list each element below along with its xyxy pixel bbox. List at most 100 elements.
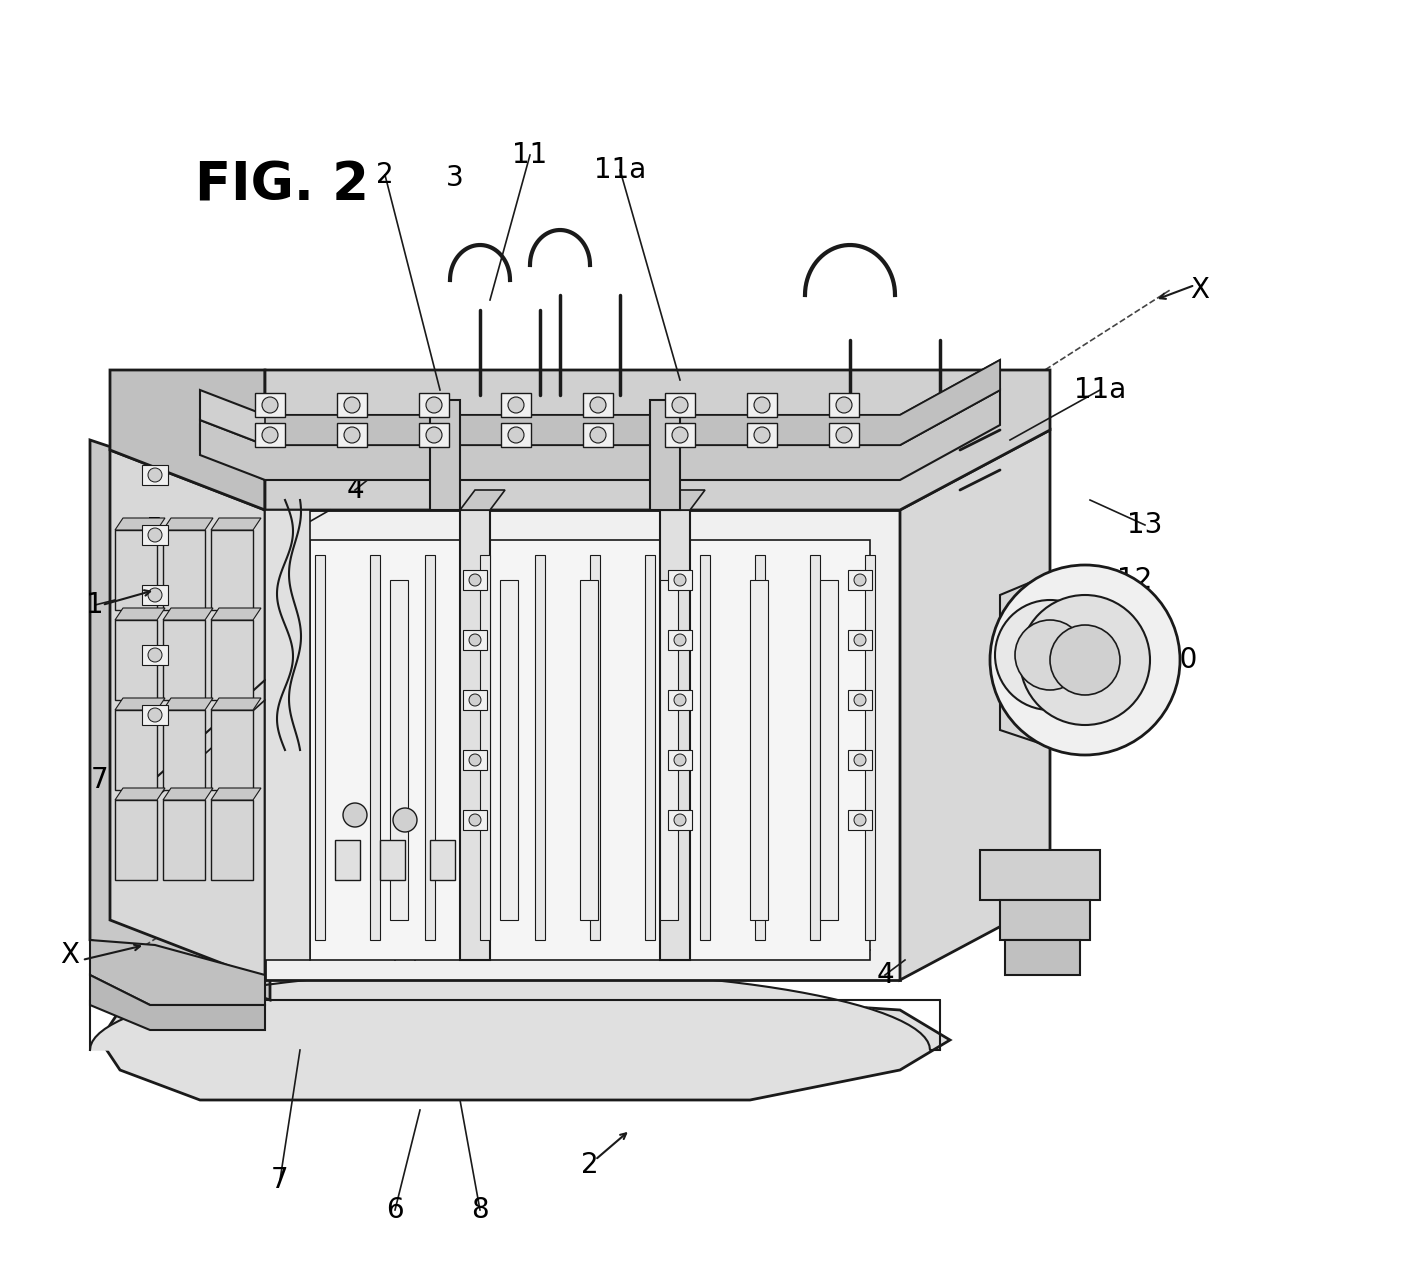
Polygon shape [163, 530, 204, 610]
Ellipse shape [469, 694, 480, 707]
Polygon shape [755, 555, 765, 939]
Polygon shape [581, 580, 597, 920]
Polygon shape [668, 690, 692, 710]
Polygon shape [116, 518, 165, 530]
Ellipse shape [836, 426, 852, 443]
Polygon shape [665, 393, 695, 418]
Ellipse shape [674, 574, 686, 586]
Polygon shape [265, 360, 1000, 446]
Polygon shape [211, 530, 254, 610]
Polygon shape [380, 840, 404, 880]
Polygon shape [255, 423, 285, 447]
Text: 5: 5 [147, 516, 163, 544]
Polygon shape [464, 570, 488, 589]
Polygon shape [310, 540, 869, 960]
Polygon shape [900, 430, 1050, 980]
Polygon shape [116, 698, 165, 710]
Polygon shape [163, 799, 204, 880]
Ellipse shape [590, 397, 606, 412]
Polygon shape [163, 518, 213, 530]
Polygon shape [335, 840, 361, 880]
Ellipse shape [393, 808, 417, 833]
Ellipse shape [995, 600, 1105, 710]
Ellipse shape [754, 426, 769, 443]
Polygon shape [142, 705, 168, 726]
Polygon shape [418, 393, 449, 418]
Ellipse shape [1050, 625, 1120, 695]
Polygon shape [142, 524, 168, 545]
Polygon shape [265, 370, 1050, 510]
Ellipse shape [754, 397, 769, 412]
Polygon shape [464, 810, 488, 830]
Polygon shape [820, 580, 838, 920]
Ellipse shape [674, 694, 686, 707]
Polygon shape [211, 608, 261, 620]
Polygon shape [747, 423, 776, 447]
Text: 3: 3 [286, 516, 304, 544]
Polygon shape [502, 393, 531, 418]
Polygon shape [163, 620, 204, 700]
Ellipse shape [854, 634, 867, 645]
Polygon shape [981, 850, 1100, 900]
Polygon shape [116, 788, 165, 799]
Polygon shape [200, 425, 265, 480]
Ellipse shape [148, 468, 162, 482]
Polygon shape [90, 970, 940, 1050]
Polygon shape [659, 580, 678, 920]
Polygon shape [464, 690, 488, 710]
Ellipse shape [854, 754, 867, 766]
Polygon shape [371, 555, 380, 939]
Ellipse shape [148, 708, 162, 722]
Polygon shape [211, 698, 261, 710]
Text: 7: 7 [271, 1166, 289, 1194]
Ellipse shape [674, 813, 686, 826]
Polygon shape [535, 555, 545, 939]
Polygon shape [110, 370, 265, 510]
Ellipse shape [469, 574, 480, 586]
Polygon shape [848, 690, 872, 710]
Polygon shape [659, 490, 704, 510]
Text: 9: 9 [325, 440, 344, 468]
Polygon shape [1005, 939, 1081, 975]
Text: 20: 20 [1162, 645, 1198, 673]
Polygon shape [142, 645, 168, 665]
Polygon shape [848, 570, 872, 589]
Polygon shape [316, 555, 325, 939]
Polygon shape [211, 518, 261, 530]
Ellipse shape [991, 565, 1179, 755]
Ellipse shape [672, 397, 688, 412]
Polygon shape [464, 750, 488, 770]
Polygon shape [848, 630, 872, 651]
Text: X: X [1191, 276, 1209, 304]
Text: 8: 8 [471, 1197, 489, 1225]
Polygon shape [700, 555, 710, 939]
Polygon shape [211, 788, 261, 799]
Polygon shape [590, 555, 600, 939]
Text: FIG. 2: FIG. 2 [194, 159, 369, 211]
Polygon shape [1000, 900, 1091, 939]
Ellipse shape [426, 397, 442, 412]
Polygon shape [255, 393, 285, 418]
Text: 13: 13 [1127, 510, 1162, 538]
Polygon shape [116, 799, 156, 880]
Polygon shape [668, 810, 692, 830]
Polygon shape [430, 840, 455, 880]
Ellipse shape [674, 634, 686, 645]
Polygon shape [200, 360, 1000, 446]
Text: 1: 1 [86, 591, 104, 619]
Polygon shape [583, 423, 613, 447]
Polygon shape [90, 939, 265, 1004]
Polygon shape [100, 1001, 950, 1100]
Polygon shape [828, 423, 859, 447]
Polygon shape [430, 400, 459, 510]
Polygon shape [390, 580, 409, 920]
Polygon shape [116, 530, 156, 610]
Text: 9: 9 [261, 456, 279, 484]
Polygon shape [163, 710, 204, 791]
Ellipse shape [509, 426, 524, 443]
Ellipse shape [344, 426, 361, 443]
Polygon shape [502, 423, 531, 447]
Polygon shape [142, 586, 168, 605]
Polygon shape [265, 510, 310, 960]
Polygon shape [500, 580, 519, 920]
